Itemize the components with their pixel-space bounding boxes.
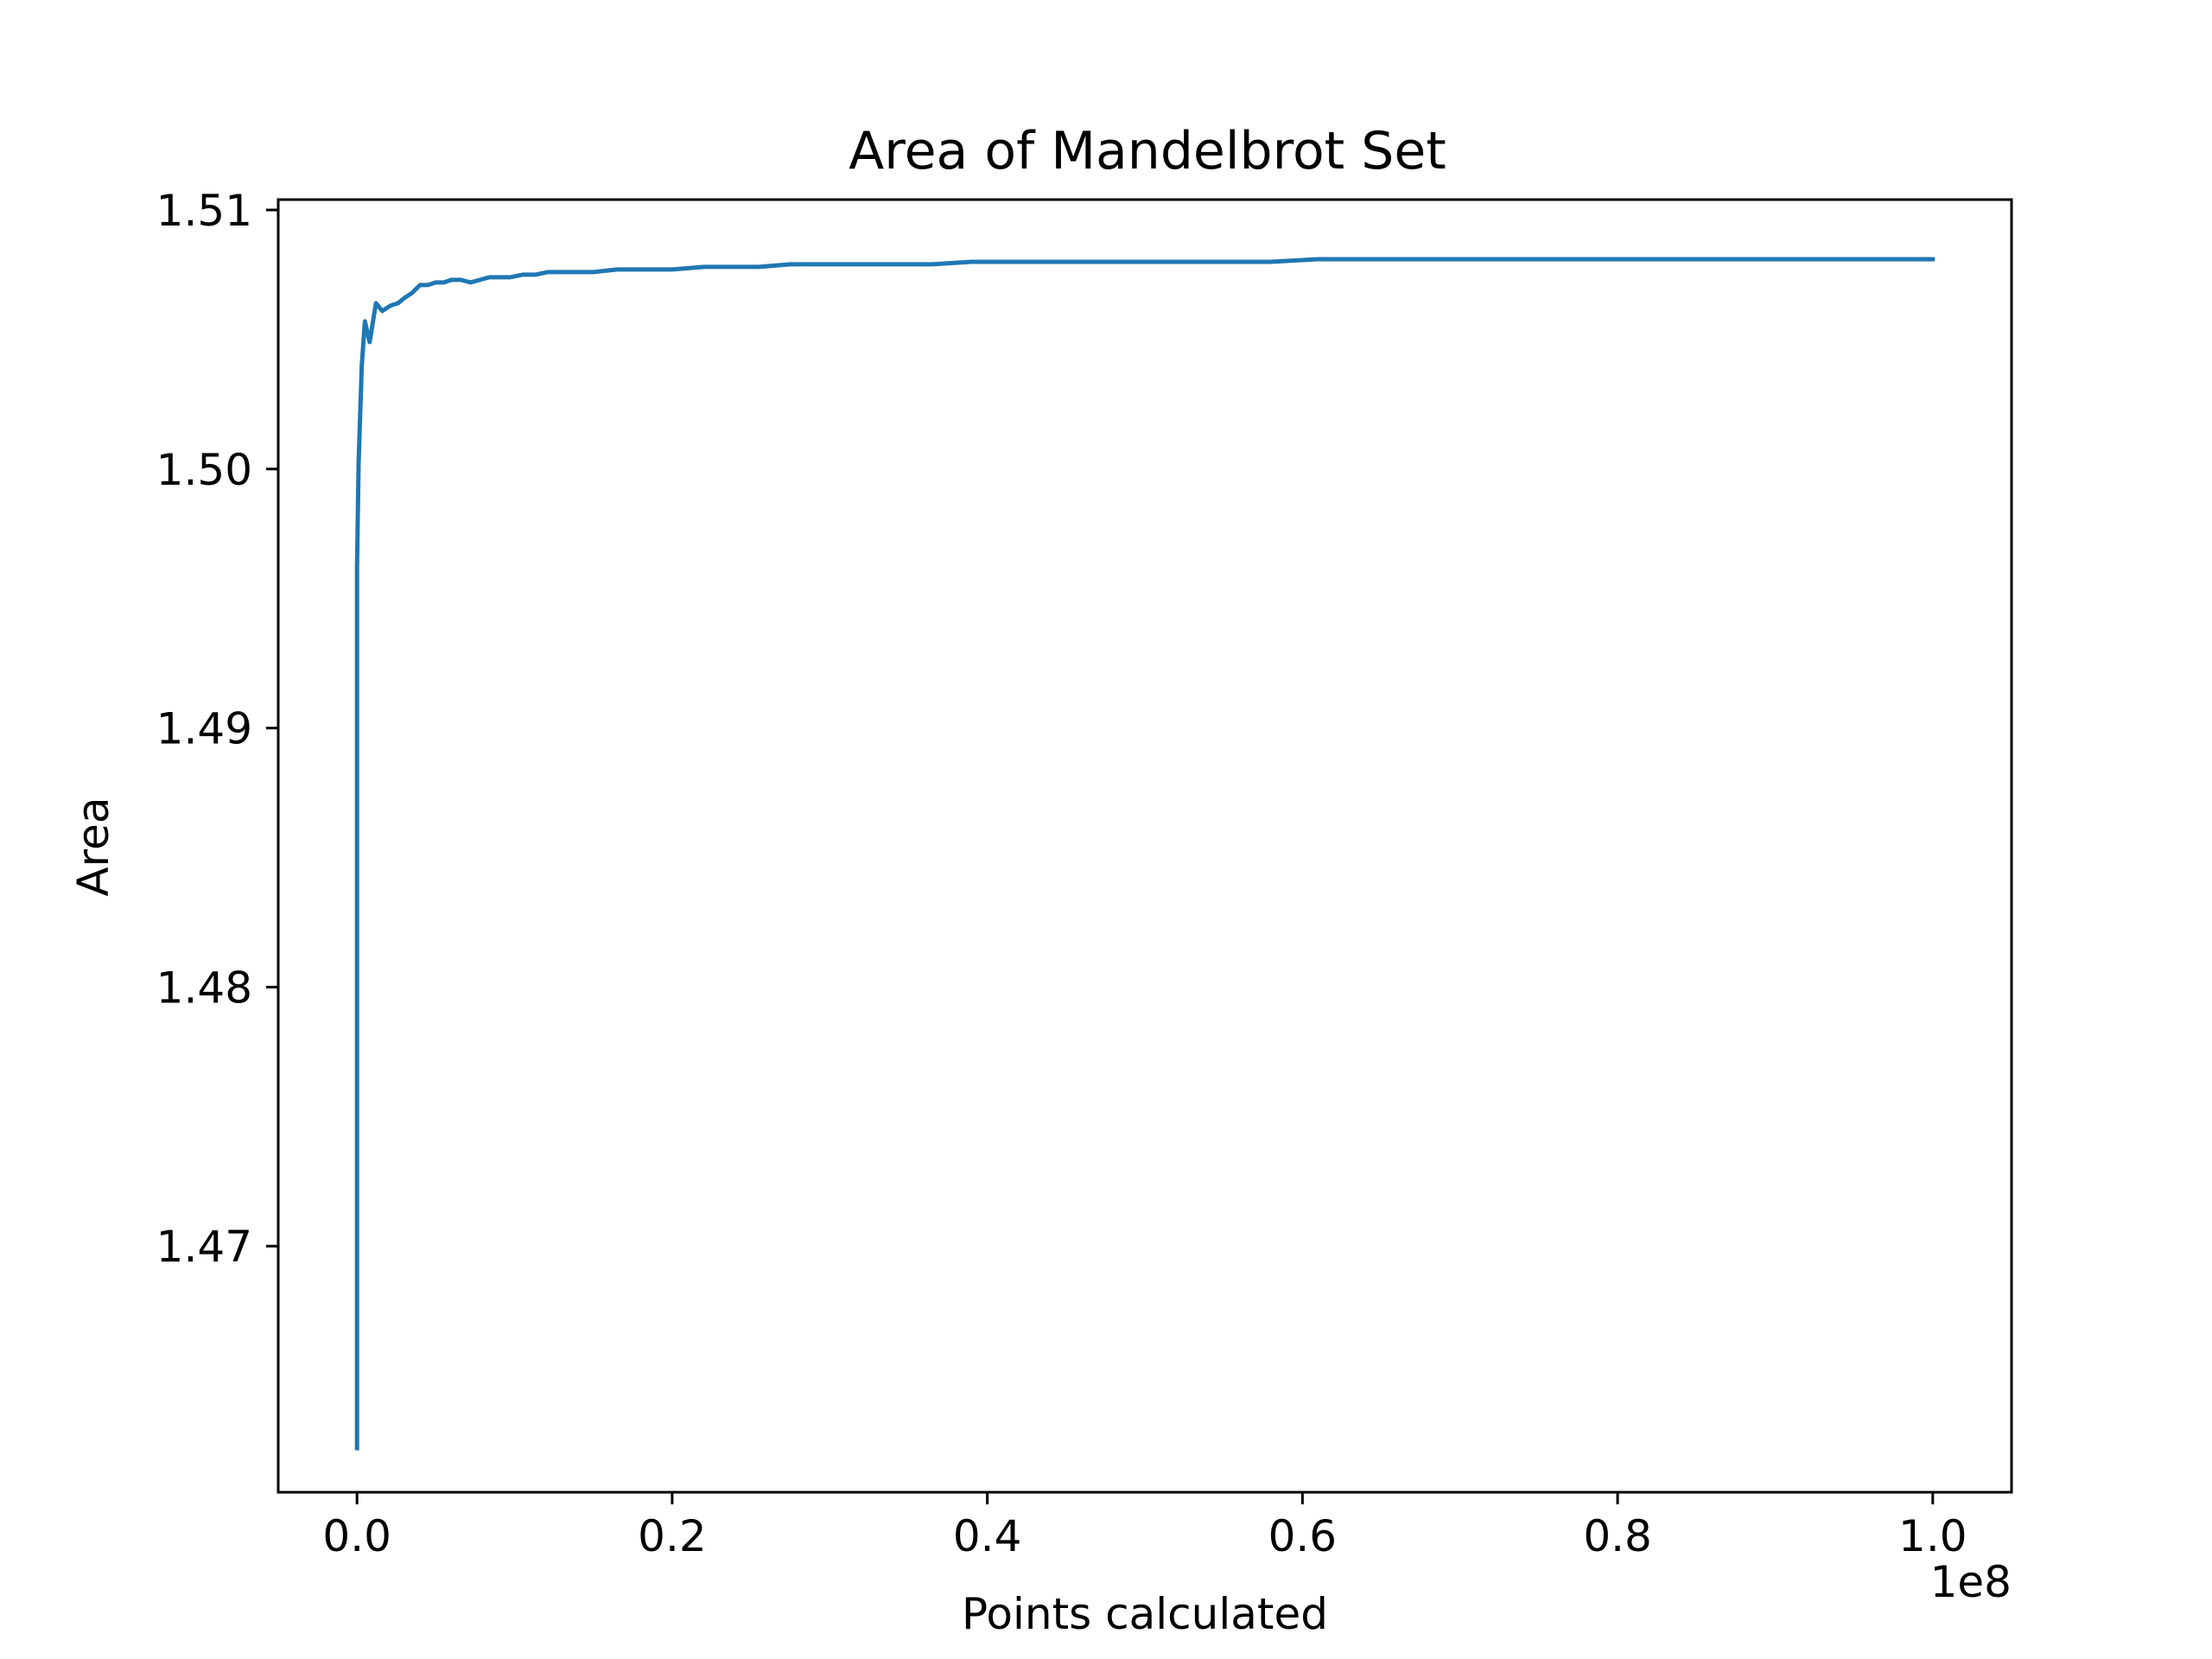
x-axis-offset-label: 1e8 — [1930, 1557, 2012, 1607]
series-layer — [354, 257, 1936, 1451]
plot-area: 0.0 0.2 0.4 0.6 0.8 1.0 1.47 1.48 1.49 1.50 1.51 — [156, 186, 2013, 1561]
y-tick-label: 1.49 — [156, 704, 252, 754]
chart-title: Area of Mandelbrot Set — [849, 121, 1446, 181]
y-tick-label: 1.50 — [156, 445, 252, 495]
y-axis-label: Area — [68, 797, 118, 896]
x-tick-label: 0.4 — [953, 1511, 1022, 1561]
y-axis-ticks: 1.47 1.48 1.49 1.50 1.51 — [156, 186, 278, 1272]
axes-frame — [276, 198, 2013, 1494]
x-tick-label: 1.0 — [1898, 1511, 1967, 1561]
x-tick-label: 0.8 — [1583, 1511, 1652, 1561]
x-tick-label: 0.2 — [638, 1511, 707, 1561]
x-tick-label: 0.6 — [1268, 1511, 1338, 1561]
area-series-line — [354, 257, 1936, 1451]
x-axis-ticks: 0.0 0.2 0.4 0.6 0.8 1.0 — [322, 1492, 1967, 1561]
y-tick-label: 1.48 — [156, 963, 252, 1013]
y-tick-label: 1.47 — [156, 1222, 252, 1272]
x-axis-label: Points calculated — [962, 1589, 1328, 1639]
y-tick-label: 1.51 — [156, 186, 252, 236]
x-tick-label: 0.0 — [322, 1511, 391, 1561]
